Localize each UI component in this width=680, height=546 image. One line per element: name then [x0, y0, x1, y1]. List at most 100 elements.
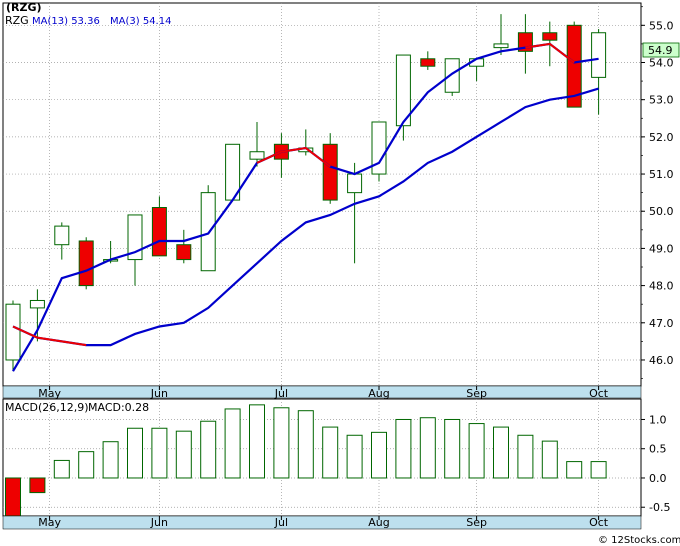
- macd-bar-positive: [102, 441, 119, 479]
- price-y-tick-label: 49.0: [649, 242, 674, 255]
- candle-body-down: [542, 32, 558, 41]
- candle: [225, 143, 241, 201]
- macd-y-axis: -0.5 0.0 0.5 1.0: [641, 413, 670, 514]
- candle-body-up: [493, 43, 509, 49]
- price-x-tick-label: Jul: [274, 387, 288, 400]
- price-moving-averages: [12, 42, 599, 372]
- candle: [420, 51, 436, 70]
- price-y-tick-label: 51.0: [649, 168, 674, 181]
- macd-bar-negative: [29, 477, 46, 494]
- macd-x-axis-band: [2, 515, 642, 530]
- candle-body-up: [371, 121, 387, 175]
- candle-body-up: [249, 151, 265, 160]
- candle: [29, 289, 45, 342]
- candle-body-up: [395, 54, 411, 127]
- candle-body-down: [176, 244, 192, 261]
- macd-x-tick-label: Aug: [368, 516, 389, 529]
- price-candles: [5, 14, 607, 372]
- price-y-tick-label: 53.0: [649, 94, 674, 107]
- ma13-red-segment: [256, 146, 331, 168]
- ma3-line: [12, 87, 599, 347]
- macd-bar-positive: [127, 427, 143, 479]
- candle-body-up: [127, 214, 143, 261]
- macd-bar-positive: [541, 440, 558, 479]
- price-y-tick-label: 55.0: [649, 19, 674, 32]
- macd-x-tick-label: Oct: [589, 516, 609, 529]
- price-panel: [2, 2, 642, 387]
- macd-bars: [5, 404, 607, 517]
- candle-body-up: [591, 32, 607, 78]
- candle-body-up: [347, 173, 363, 194]
- candle: [347, 162, 363, 264]
- last-price-label: 54.9: [648, 44, 673, 57]
- ma3-red-segment: [12, 325, 87, 347]
- candle-body-up: [444, 58, 460, 93]
- macd-y-tick-label: 0.5: [649, 443, 667, 456]
- candle-body-down: [566, 24, 582, 108]
- candle: [127, 214, 143, 286]
- macd-y-tick-label: 0.0: [649, 472, 667, 485]
- macd-bar-positive: [175, 430, 192, 479]
- legend-ma13: MA(13) 53.36: [32, 16, 100, 27]
- candle: [591, 29, 607, 115]
- price-y-tick-label: 52.0: [649, 131, 674, 144]
- price-x-axis: May Jun Jul Aug Sep Oct: [38, 386, 609, 400]
- candle: [493, 14, 509, 56]
- macd-x-tick-label: Jul: [274, 516, 288, 529]
- price-y-tick-label: 46.0: [649, 354, 674, 367]
- macd-bar-positive: [566, 461, 583, 479]
- candle: [566, 21, 582, 108]
- last-price-tag: 54.9: [642, 42, 680, 58]
- price-x-tick-label: Jun: [150, 387, 168, 400]
- candle: [5, 300, 21, 372]
- macd-y-tick-label: -0.5: [649, 501, 670, 514]
- macd-bar-positive: [322, 426, 339, 479]
- candle: [176, 229, 192, 264]
- macd-legend-title: MACD(26,12,9): [5, 401, 89, 414]
- macd-bar-positive: [444, 418, 461, 479]
- macd-bar-positive: [468, 423, 485, 479]
- legend-symbol: RZG: [5, 14, 29, 27]
- macd-bar-positive: [273, 407, 290, 479]
- macd-x-tick-label: Jun: [150, 516, 168, 529]
- candle: [444, 58, 460, 96]
- price-x-tick-label: Sep: [466, 387, 487, 400]
- macd-y-tick-label: 1.0: [649, 413, 667, 426]
- macd-bar-positive: [200, 420, 217, 479]
- chart-title: (RZG): [6, 1, 42, 14]
- price-y-tick-label: 54.0: [649, 56, 674, 69]
- ma13-red-segment: [525, 42, 575, 64]
- macd-legend-value: MACD:0.28: [88, 401, 149, 414]
- macd-bar-positive: [249, 404, 265, 479]
- candle-body-down: [151, 207, 167, 257]
- macd-bar-positive: [371, 431, 387, 479]
- price-x-tick-label: Aug: [368, 387, 389, 400]
- macd-bar-positive: [590, 461, 607, 479]
- macd-bar-negative: [5, 477, 21, 517]
- macd-x-tick-label: Sep: [466, 516, 487, 529]
- macd-bar-positive: [224, 408, 241, 479]
- macd-bar-positive: [395, 418, 412, 479]
- watermark: © 12Stocks.com: [598, 535, 680, 546]
- price-y-tick-label: 47.0: [649, 317, 674, 330]
- candle: [249, 121, 265, 167]
- macd-grid: [3, 399, 641, 516]
- candle-body-down: [78, 240, 94, 287]
- candle-body-up: [54, 225, 70, 246]
- price-y-axis: 46.0 47.0 48.0 49.0 50.0 51.0 52.0 53.0 54.0 55.0: [641, 6, 674, 379]
- price-y-tick-label: 48.0: [649, 280, 674, 293]
- legend-ma3: MA(3) 54.14: [110, 16, 171, 27]
- macd-bar-positive: [517, 434, 534, 479]
- price-x-axis-band: [2, 385, 642, 399]
- candle: [371, 121, 387, 182]
- macd-bar-positive: [78, 451, 95, 479]
- candle: [322, 133, 338, 204]
- macd-bar-positive: [297, 410, 314, 479]
- macd-bar-positive: [419, 417, 436, 479]
- candle: [78, 237, 94, 290]
- candle-body-down: [322, 143, 338, 201]
- candle-body-down: [420, 58, 436, 67]
- macd-bar-positive: [346, 434, 363, 479]
- candle: [395, 54, 411, 141]
